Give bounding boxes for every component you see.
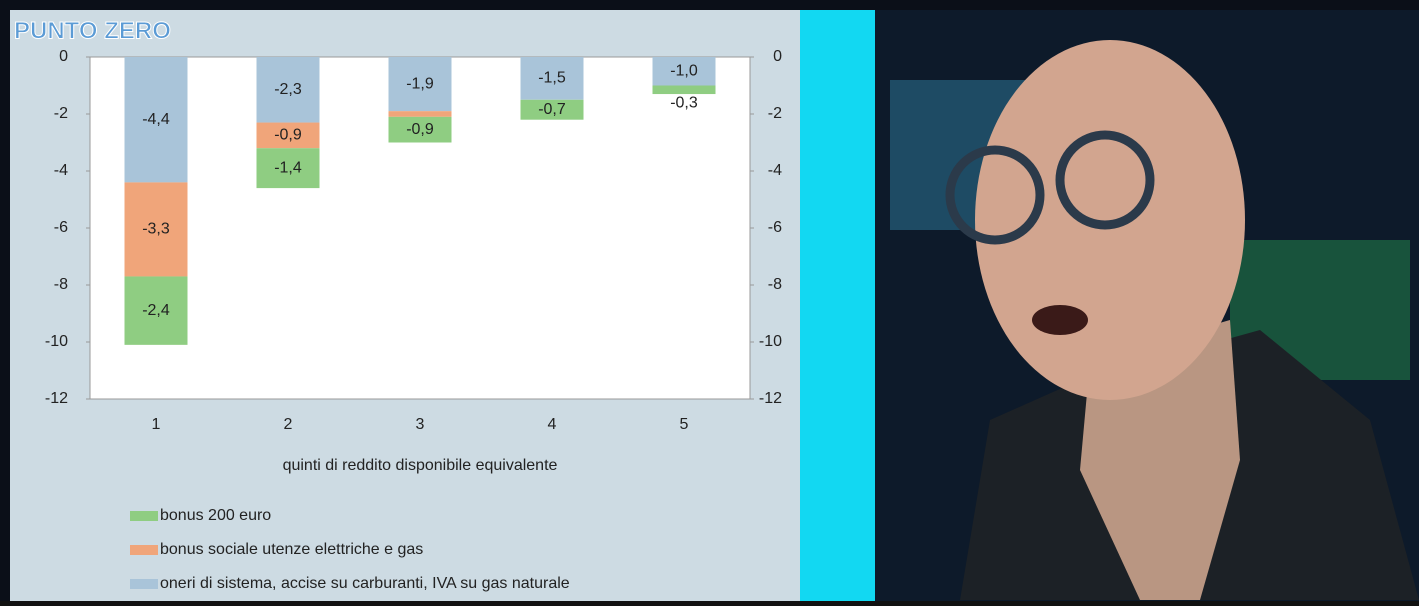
y2-tick-label: -4 (768, 162, 782, 179)
value-label: -1,0 (670, 62, 698, 79)
screen: PUNTO ZERO quinti di reddito disponibile… (0, 0, 1419, 601)
y-tick-label: 0 (59, 48, 68, 65)
value-label: -0,7 (538, 101, 566, 118)
person-head (975, 40, 1245, 400)
x-tick-label: 2 (284, 416, 293, 433)
y-tick-label: -10 (45, 333, 68, 350)
value-label: -1,5 (538, 70, 566, 87)
legend-swatch (130, 545, 158, 555)
y2-tick-label: -8 (768, 276, 782, 293)
bar-segment (389, 111, 452, 117)
y-tick-label: -6 (54, 219, 68, 236)
value-label: -2,4 (142, 302, 170, 319)
value-label: -3,3 (142, 221, 170, 238)
y2-tick-label: 0 (773, 48, 782, 65)
value-label: -1,4 (274, 159, 302, 176)
value-label: -1,9 (406, 75, 434, 92)
x-axis-label: quinti di reddito disponibile equivalent… (283, 457, 558, 474)
value-label: -0,3 (670, 94, 698, 111)
value-label: -4,4 (142, 111, 170, 128)
y-tick-label: -2 (54, 105, 68, 122)
legend-label: bonus 200 euro (160, 507, 271, 524)
legend-swatch (130, 511, 158, 521)
x-tick-label: 4 (548, 416, 557, 433)
legend-label: bonus sociale utenze elettriche e gas (160, 541, 423, 558)
value-label: -2,3 (274, 81, 302, 98)
y2-tick-label: -6 (768, 219, 782, 236)
logo: PUNTO ZERO (14, 17, 171, 44)
y2-tick-label: -10 (759, 333, 782, 350)
cyan-strip (800, 10, 875, 601)
y2-tick-label: -12 (759, 390, 782, 407)
legend-label: oneri di sistema, accise su carburanti, … (160, 575, 570, 592)
y-tick-label: -12 (45, 390, 68, 407)
y-tick-label: -8 (54, 276, 68, 293)
x-tick-label: 1 (152, 416, 161, 433)
person-mouth (1032, 305, 1088, 335)
bar-segment (653, 86, 716, 95)
x-tick-label: 5 (680, 416, 689, 433)
value-label: -0,9 (274, 127, 302, 144)
legend-swatch (130, 579, 158, 589)
value-label: -0,9 (406, 121, 434, 138)
y2-tick-label: -2 (768, 105, 782, 122)
x-tick-label: 3 (416, 416, 425, 433)
y-tick-label: -4 (54, 162, 68, 179)
